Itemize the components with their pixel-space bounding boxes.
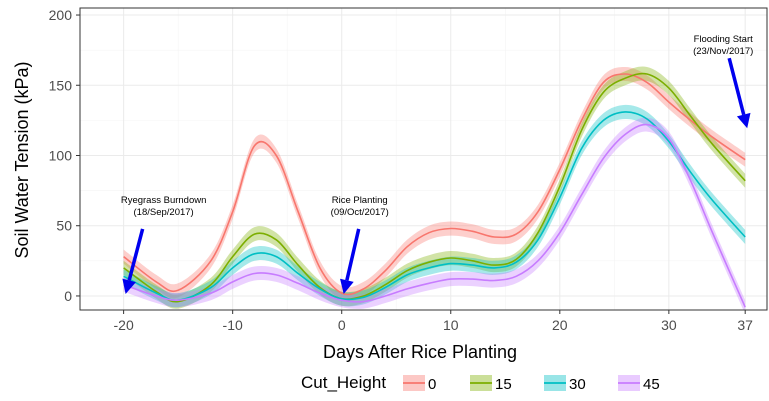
series-line-15 xyxy=(123,72,746,303)
series-line-0 xyxy=(123,73,746,296)
annotation-line: (23/Nov/2017) xyxy=(693,46,753,57)
y-tick-label: 100 xyxy=(49,147,73,163)
legend-key-15 xyxy=(470,375,492,391)
legend: Cut_Height 0 15 30 45 xyxy=(301,373,660,393)
plot-panel xyxy=(80,8,767,310)
y-tick-label: 150 xyxy=(49,77,73,93)
legend-label-45: 45 xyxy=(643,376,660,393)
y-tick-label: 200 xyxy=(49,7,73,23)
legend-label-15: 15 xyxy=(495,376,512,393)
legend-key-45 xyxy=(618,375,640,391)
annotation-line: Flooding Start xyxy=(694,34,754,45)
confidence-band-30 xyxy=(123,104,746,308)
series-lines xyxy=(123,72,746,308)
x-tick-label: 10 xyxy=(443,317,459,333)
annotation-ryegrass: Ryegrass Burndown (18/Sep/2017) xyxy=(121,195,207,218)
x-axis: -20 -10 0 10 20 30 37 xyxy=(114,310,753,333)
x-tick-label: -20 xyxy=(114,317,134,333)
y-axis: 0 50 100 150 200 xyxy=(49,7,80,304)
confidence-bands xyxy=(123,66,746,310)
y-tick-label: 50 xyxy=(56,218,72,234)
x-tick-label: 0 xyxy=(338,317,346,333)
annotation-line: (18/Sep/2017) xyxy=(134,207,194,218)
series-line-45 xyxy=(123,123,746,308)
legend-label-0: 0 xyxy=(428,376,436,393)
annotation-flooding: Flooding Start (23/Nov/2017) xyxy=(693,34,753,57)
x-axis-title: Days After Rice Planting xyxy=(323,342,517,362)
plot-border xyxy=(79,7,768,311)
x-tick-label: 20 xyxy=(552,317,568,333)
grid xyxy=(80,8,767,310)
flooding-arrow xyxy=(727,57,751,129)
annotation-line: Rice Planting xyxy=(332,195,388,206)
annotation-line: Ryegrass Burndown xyxy=(121,195,207,206)
legend-key-0 xyxy=(403,375,425,391)
y-tick-label: 0 xyxy=(64,288,72,304)
annotation-rice-planting: Rice Planting (09/Oct/2017) xyxy=(331,195,389,218)
rice-planting-arrow xyxy=(340,228,361,294)
series-line-30 xyxy=(123,111,746,302)
ryegrass-arrow xyxy=(122,228,145,294)
x-tick-label: 37 xyxy=(737,317,753,333)
legend-title: Cut_Height xyxy=(301,373,386,392)
annotation-line: (09/Oct/2017) xyxy=(331,207,389,218)
x-tick-label: -10 xyxy=(223,317,243,333)
legend-key-30 xyxy=(544,375,566,391)
y-axis-title: Soil Water Tension (kPa) xyxy=(12,61,32,258)
legend-label-30: 30 xyxy=(569,376,586,393)
confidence-band-15 xyxy=(123,66,746,309)
annotations: Ryegrass Burndown (18/Sep/2017) Rice Plant… xyxy=(121,34,753,294)
x-tick-label: 30 xyxy=(661,317,677,333)
